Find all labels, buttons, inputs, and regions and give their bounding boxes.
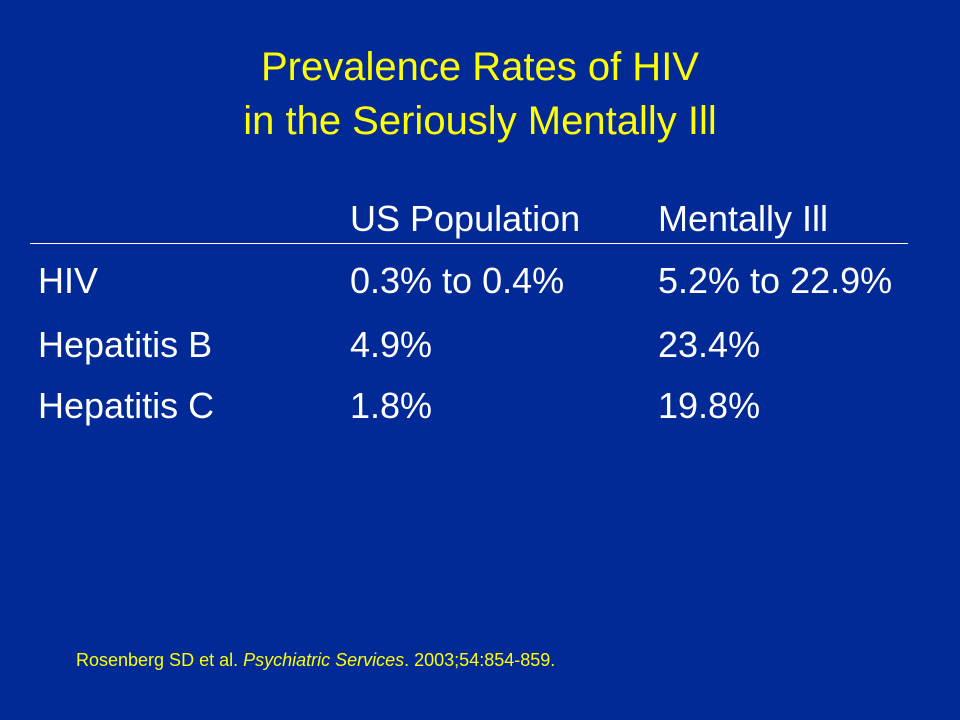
header-divider [30,243,908,244]
slide-title: Prevalence Rates of HIV in the Seriously… [0,40,960,148]
column-header-mentally-ill: Mentally Ill [658,198,829,239]
row-label-hiv: HIV [38,260,99,301]
cell-hiv-us-population: 0.3% to 0.4% [350,260,565,301]
cell-hepatitis-c-mentally-ill: 19.8% [658,385,761,426]
citation: Rosenberg SD et al. Psychiatric Services… [76,649,555,671]
cell-hepatitis-b-mentally-ill: 23.4% [658,324,761,365]
cell-hepatitis-c-us-population: 1.8% [350,385,433,426]
column-header-us-population: US Population [350,198,581,239]
row-label-hepatitis-b: Hepatitis B [38,324,213,365]
cell-hepatitis-b-us-population: 4.9% [350,324,433,365]
citation-journal: Psychiatric Services [243,650,405,670]
citation-authors: Rosenberg SD et al. [76,650,244,670]
title-line-2: in the Seriously Mentally Ill [243,99,717,143]
row-label-hepatitis-c: Hepatitis C [38,385,215,426]
citation-details: . 2003;54:854-859. [404,650,556,670]
title-line-1: Prevalence Rates of HIV [261,45,699,89]
cell-hiv-mentally-ill: 5.2% to 22.9% [658,260,893,301]
